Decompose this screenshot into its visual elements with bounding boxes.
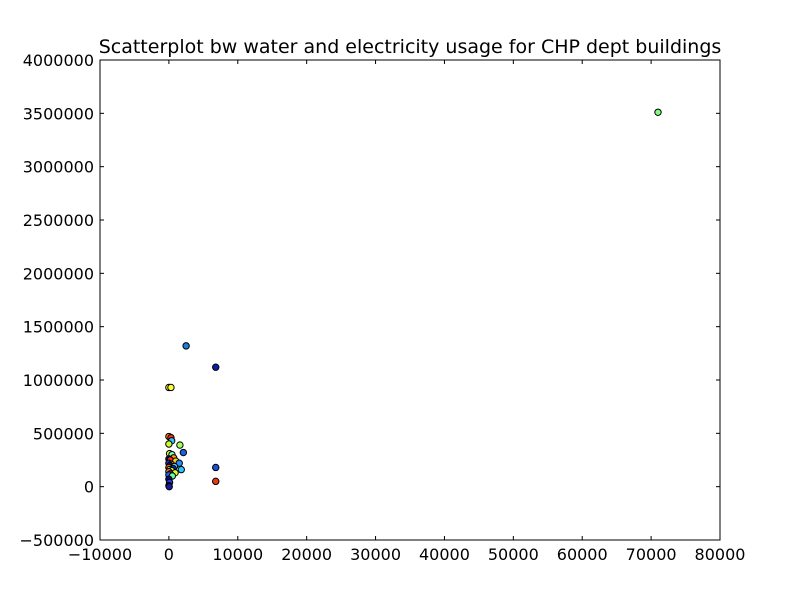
y-tick-label: 3000000: [23, 158, 94, 177]
axis-ticks: −10000 0 10000 20000 30000 40000 50000 60000 700…: [20, 51, 746, 564]
scatter-point: [212, 363, 220, 371]
scatter-point: [176, 441, 184, 449]
scatter-point: [177, 465, 185, 474]
y-tick-label: 500000: [33, 424, 94, 443]
scatter-point: [212, 477, 220, 486]
x-tick-label: 20000: [281, 545, 332, 564]
plot-area: [99, 59, 721, 541]
scatter-point: [167, 383, 175, 392]
y-tick-label: 4000000: [23, 51, 94, 70]
y-tick-label: −500000: [20, 531, 94, 550]
x-tick-label: 70000: [626, 545, 677, 564]
x-tick-label: 80000: [695, 545, 746, 564]
chart-title: Scatterplot bw water and electricity usa…: [99, 36, 722, 58]
y-tick-label: 0: [84, 478, 94, 497]
x-tick-label: 50000: [488, 545, 539, 564]
scatter-point: [165, 440, 173, 448]
x-tick-label: 10000: [212, 545, 263, 564]
scatter-point: [654, 108, 662, 116]
y-tick-label: 1500000: [23, 318, 94, 337]
x-tick-label: −10000: [68, 545, 132, 564]
y-tick-label: 1000000: [23, 371, 94, 390]
y-tick-label: 2500000: [23, 211, 94, 230]
data-points: [165, 108, 662, 491]
scatter-point: [182, 342, 190, 350]
x-tick-label: 60000: [557, 545, 608, 564]
y-tick-label: 2000000: [23, 264, 94, 283]
scatter-point: [179, 448, 188, 457]
scatter-point: [165, 482, 173, 491]
x-tick-label: 40000: [419, 545, 470, 564]
scatter-point: [212, 463, 220, 472]
x-tick-label: 0: [164, 545, 174, 564]
y-tick-label: 3500000: [23, 104, 94, 123]
x-tick-label: 30000: [350, 545, 401, 564]
